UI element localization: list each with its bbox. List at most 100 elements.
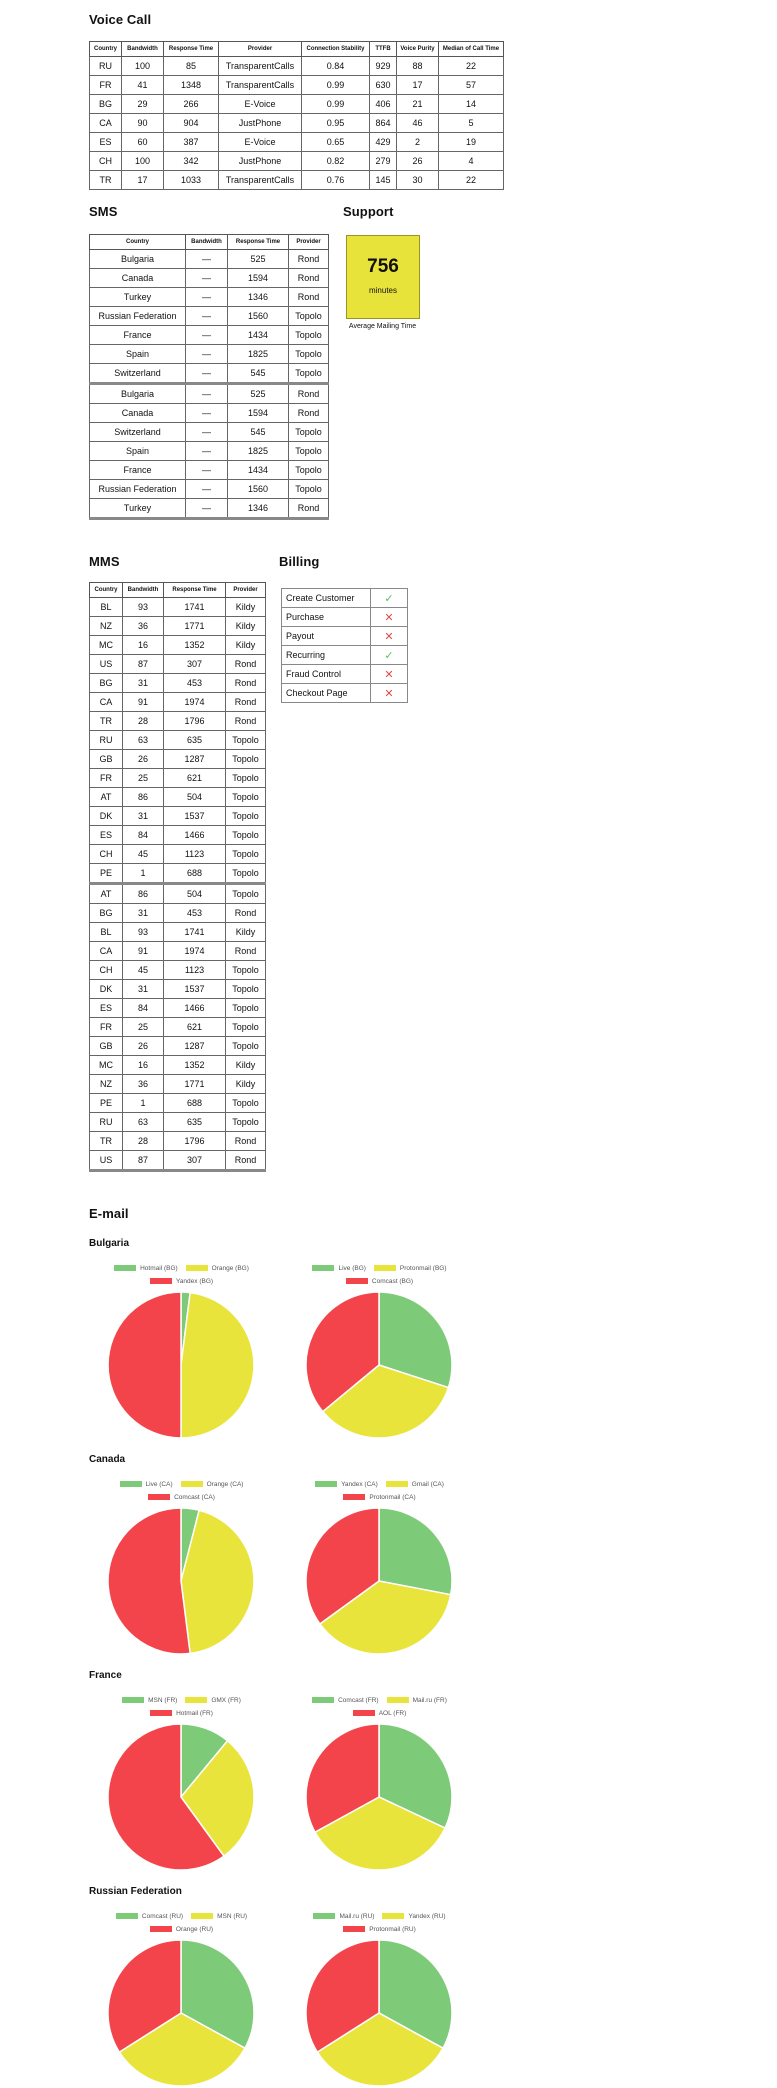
table-cell: 621: [163, 768, 226, 788]
billing-status-cell: ✓: [370, 588, 408, 608]
table-cell: GB: [89, 749, 123, 769]
table-cell: —: [185, 325, 228, 345]
table-cell: 31: [122, 903, 164, 923]
table-cell: Rond: [225, 941, 266, 961]
table-cell: 26: [122, 749, 164, 769]
table-cell: 26: [122, 1036, 164, 1056]
legend-label: Orange (CA): [206, 1481, 244, 1488]
column-header: Provider: [225, 582, 266, 598]
table-cell: 4: [438, 151, 504, 171]
legend-item: Orange (CA): [180, 1478, 244, 1491]
cross-icon: ✕: [384, 630, 394, 643]
table-cell: Topolo: [225, 1112, 266, 1132]
table-row: RU 63 635 Topolo: [89, 730, 266, 750]
legend-swatch: [382, 1913, 405, 1920]
table-cell: TransparentCalls: [218, 75, 302, 95]
table-cell: Bulgaria: [89, 249, 186, 269]
table-cell: 688: [163, 863, 226, 885]
table-cell: 630: [369, 75, 397, 95]
table-cell: Switzerland: [89, 363, 186, 385]
email-pie-chart: [305, 1291, 453, 1439]
table-cell: 0.99: [301, 75, 370, 95]
table-cell: Topolo: [225, 1017, 266, 1037]
table-cell: 63: [122, 730, 164, 750]
table-cell: 1352: [163, 1055, 226, 1075]
legend-label: Live (CA): [145, 1481, 173, 1488]
table-row: France —1434 Topolo: [89, 325, 329, 345]
pie-slice: [305, 1291, 380, 1413]
billing-status-cell: ✕: [370, 664, 408, 684]
table-cell: 279: [369, 151, 397, 171]
legend-item: GMX (FR): [185, 1694, 241, 1707]
table-row: CH 45 1123 Topolo: [89, 844, 266, 864]
column-header: TTFB: [369, 41, 397, 57]
table-cell: 1287: [163, 1036, 226, 1056]
table-cell: 1771: [163, 1074, 226, 1094]
table-cell: —: [185, 268, 228, 288]
legend-label: Orange (RU): [175, 1926, 214, 1933]
table-cell: GB: [89, 1036, 123, 1056]
table-cell: 1033: [163, 170, 219, 190]
legend-label: Comcast (RU): [141, 1913, 184, 1920]
legend-item: Protonmail (RU): [343, 1923, 416, 1936]
table-cell: —: [185, 306, 228, 326]
table-row: FR 41 1348 TransparentCalls 0.99 630 17 57: [89, 75, 504, 95]
email-pie-chart: [107, 1291, 255, 1439]
table-cell: 1346: [227, 498, 289, 520]
country-heading: Canada: [89, 1454, 126, 1465]
legend-label: Gmail (CA): [411, 1481, 444, 1488]
table-row: NZ 36 1771 Kildy: [89, 1074, 266, 1094]
table-cell: 0.82: [301, 151, 370, 171]
support-caption: Average Mailing Time: [348, 323, 417, 330]
table-cell: 504: [163, 883, 226, 904]
table-cell: 90: [121, 113, 164, 133]
table-cell: 63: [122, 1112, 164, 1132]
support-title: Support: [343, 204, 394, 219]
table-cell: 429: [369, 132, 397, 152]
table-cell: Rond: [288, 249, 329, 269]
table-cell: —: [185, 422, 228, 442]
table-cell: TR: [89, 170, 122, 190]
legend-swatch: [191, 1913, 214, 1920]
table-cell: Rond: [288, 498, 329, 520]
table-cell: 22: [438, 170, 504, 190]
email-pie-chart: [305, 1939, 453, 2087]
table-row: BL 93 1741 Kildy: [89, 922, 266, 942]
table-cell: 28: [122, 1131, 164, 1151]
table-cell: 1560: [227, 479, 289, 499]
pie-slice: [180, 1291, 255, 1439]
legend-item: Hotmail (BG): [114, 1262, 178, 1275]
legend-label: Protonmail (CA): [369, 1494, 416, 1501]
pie-slice: [378, 1507, 453, 1596]
table-cell: 1796: [163, 1131, 226, 1151]
legend-item: Comcast (BG): [345, 1275, 413, 1288]
table-row: DK 31 1537 Topolo: [89, 979, 266, 999]
legend-item: Mail.ru (FR): [386, 1694, 447, 1707]
billing-label: Checkout Page: [281, 683, 371, 703]
table-cell: Kildy: [225, 922, 266, 942]
table-row: RU 63 635 Topolo: [89, 1112, 266, 1132]
legend-label: Yandex (BG): [175, 1278, 214, 1285]
legend-label: Live (BG): [338, 1265, 366, 1272]
table-cell: PE: [89, 1093, 123, 1113]
billing-row: Purchase ✕: [281, 607, 408, 627]
table-cell: US: [89, 654, 123, 674]
pie-slice: [180, 1739, 255, 1858]
pie-legend: Yandex (CA) Gmail (CA) Protonmail (CA): [292, 1478, 467, 1504]
table-cell: 525: [227, 249, 289, 269]
table-cell: 1287: [163, 749, 226, 769]
legend-swatch: [345, 1278, 368, 1285]
billing-label: Create Customer: [281, 588, 371, 608]
table-cell: TR: [89, 711, 123, 731]
pie-legend: Hotmail (BG) Orange (BG) Yandex (BG): [94, 1262, 269, 1288]
voice-call-table: Country Bandwidth Response Time Provider Con…: [89, 41, 504, 190]
legend-label: MSN (RU): [217, 1913, 248, 1920]
table-row: CA 90 904 JustPhone 0.95 864 46 5: [89, 113, 504, 133]
table-cell: Topolo: [225, 844, 266, 864]
table-cell: Spain: [89, 441, 186, 461]
pie-slice: [180, 1509, 255, 1655]
table-cell: 621: [163, 1017, 226, 1037]
pie-legend: Comcast (FR) Mail.ru (FR) AOL (FR): [292, 1694, 467, 1720]
table-cell: TR: [89, 1131, 123, 1151]
table-cell: ES: [89, 825, 123, 845]
